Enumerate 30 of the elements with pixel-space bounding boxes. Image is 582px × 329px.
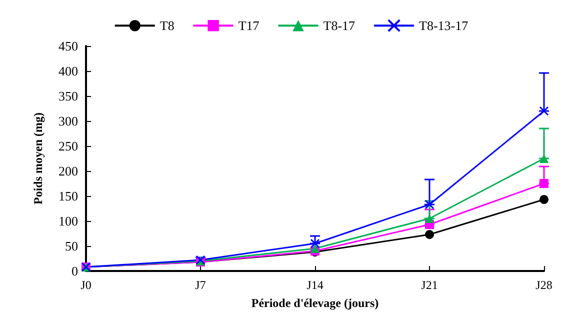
point [425, 214, 434, 223]
y-tick-label: 400 [58, 64, 78, 78]
x-axis-title: Période d'élevage (jours) [251, 296, 379, 310]
legend-label: T17 [238, 18, 260, 34]
point [425, 230, 434, 239]
point [310, 244, 320, 253]
point [540, 179, 548, 188]
y-tick-label: 50 [65, 238, 78, 254]
y-tick-label: 300 [58, 114, 78, 128]
y-tick-label: 150 [58, 188, 78, 204]
x-tick-label: J0 [80, 278, 92, 292]
point [310, 238, 320, 248]
legend-label: T8-17 [323, 18, 356, 34]
point [539, 106, 549, 116]
point [540, 195, 548, 204]
x-tick-label: J28 [536, 278, 552, 292]
legend-label: T8 [160, 18, 174, 34]
point [540, 154, 548, 163]
x-tick-label: J21 [421, 278, 438, 292]
y-tick-label: 100 [58, 214, 78, 228]
y-tick-label: 0 [72, 264, 78, 278]
x-tick-label: J7 [195, 278, 206, 292]
y-tick-label: 350 [58, 88, 78, 104]
legend-label: T8-13-17 [419, 18, 469, 34]
point [424, 200, 434, 210]
y-axis-title: Poids moyen (mg) [31, 112, 45, 204]
y-tick-label: 450 [58, 38, 78, 54]
x-tick-label: J14 [306, 278, 324, 292]
y-tick-label: 200 [58, 164, 78, 178]
y-tick-label: 250 [58, 138, 78, 154]
